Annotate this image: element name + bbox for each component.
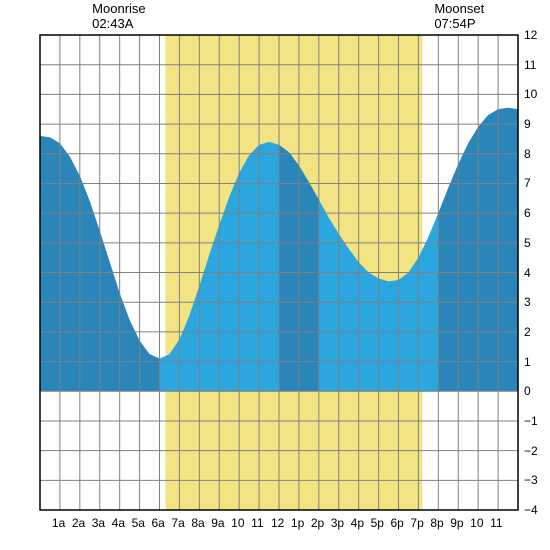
y-tick-label: 5 [524,236,531,250]
x-tick-label: 8p [430,516,443,530]
y-tick-label: 10 [524,87,537,101]
y-tick-label: 11 [524,58,536,72]
y-tick-label: −3 [524,473,538,487]
y-tick-label: 4 [524,266,531,280]
y-tick-label: 7 [524,176,531,190]
plot-area [0,0,550,550]
x-tick-label: 11 [251,516,263,530]
x-tick-label: 8a [191,516,204,530]
y-tick-label: 8 [524,147,531,161]
x-tick-label: 1a [52,516,65,530]
x-tick-label: 1p [291,516,304,530]
x-tick-label: 3p [331,516,344,530]
x-tick-label: 6p [391,516,404,530]
y-tick-label: 6 [524,206,531,220]
x-tick-label: 9p [450,516,463,530]
x-tick-label: 7p [410,516,423,530]
y-tick-label: −1 [524,414,538,428]
moonset-title: Moonset [434,2,484,17]
moonset-label: Moonset 07:54P [434,2,484,32]
x-tick-label: 11 [490,516,502,530]
moonset-time: 07:54P [434,17,484,32]
x-tick-label: 10 [231,516,244,530]
x-tick-label: 4p [351,516,364,530]
x-tick-label: 4a [112,516,125,530]
x-tick-label: 12 [271,516,284,530]
moonrise-label: Moonrise 02:43A [92,2,145,32]
y-tick-label: −4 [524,503,538,517]
x-tick-label: 7a [171,516,184,530]
y-tick-label: 3 [524,295,531,309]
x-tick-label: 2p [311,516,324,530]
y-tick-label: 0 [524,384,531,398]
y-tick-label: 9 [524,117,531,131]
x-tick-label: 6a [152,516,165,530]
y-tick-label: 2 [524,325,531,339]
x-tick-label: 5p [371,516,384,530]
moonrise-time: 02:43A [92,17,145,32]
moonrise-title: Moonrise [92,2,145,17]
tide-chart: Moonrise 02:43A Moonset 07:54P 1a 2a 3a 4a 5… [0,0,550,550]
x-tick-label: 10 [470,516,483,530]
x-tick-label: 2a [72,516,85,530]
y-tick-label: −2 [524,444,538,458]
x-tick-label: 5a [132,516,145,530]
x-tick-label: 3a [92,516,105,530]
y-tick-label: 1 [524,355,531,369]
x-tick-label: 9a [211,516,224,530]
y-tick-label: 12 [524,28,537,42]
